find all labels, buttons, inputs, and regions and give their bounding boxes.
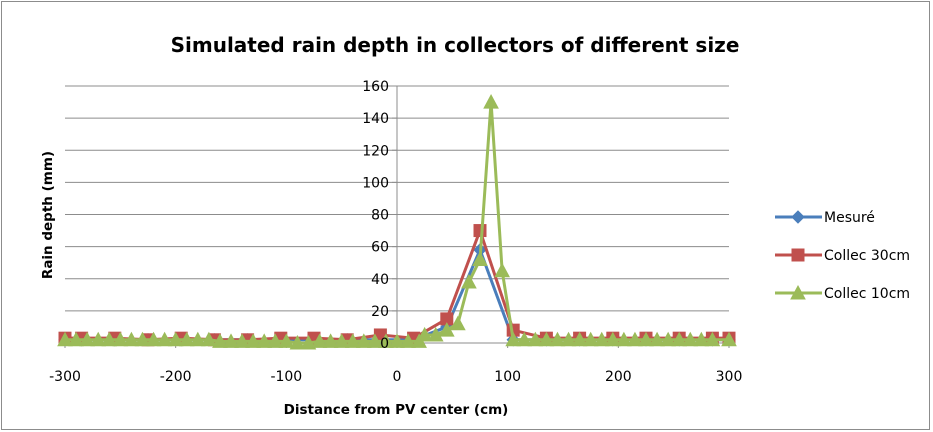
data-point [355, 333, 372, 348]
y-tick-label: 100 [362, 175, 389, 191]
data-point [212, 333, 228, 348]
x-tick-label: 200 [605, 369, 632, 385]
data-point [178, 331, 195, 347]
data-point [560, 331, 577, 347]
y-tick-label: 120 [362, 143, 389, 159]
data-point [300, 334, 317, 350]
data-point [450, 315, 466, 331]
data-point [344, 333, 361, 348]
data-point [616, 331, 632, 347]
data-point [461, 273, 477, 289]
x-tick-label: -200 [160, 369, 192, 385]
legend-item: Collec 30cm [775, 248, 910, 264]
data-point [682, 331, 699, 347]
data-point [494, 262, 510, 278]
data-point [68, 331, 84, 347]
data-point [90, 331, 107, 347]
data-point [367, 333, 383, 348]
chart-title: Simulated rain depth in collectors of di… [171, 33, 740, 57]
data-point [505, 331, 522, 347]
data-point [516, 331, 533, 347]
data-point [649, 331, 665, 347]
data-point [245, 333, 261, 348]
y-tick-label: 20 [371, 304, 389, 320]
data-point [693, 331, 710, 347]
x-tick-label: 100 [494, 369, 521, 385]
data-point [593, 331, 610, 347]
y-tick-label: 160 [362, 79, 389, 95]
legend-item: Collec 10cm [775, 284, 910, 302]
data-point [134, 331, 151, 347]
legend-label: Mesuré [824, 210, 875, 226]
data-point [721, 331, 737, 347]
tick-labels: 0 20 40 60 80 100 120 140 160 -300 -200 -100 0 100 200… [49, 79, 742, 385]
legend-item: Mesuré [775, 210, 875, 226]
data-point [189, 331, 206, 347]
data-point [527, 331, 544, 347]
x-axis-title: Distance from PV center (cm) [284, 402, 509, 418]
data-point [112, 331, 129, 347]
x-tick-label: 300 [716, 369, 743, 385]
data-point [289, 334, 306, 350]
data-point [378, 333, 394, 348]
data-point [427, 326, 444, 342]
x-tick-label: -300 [49, 369, 81, 385]
data-point [473, 224, 487, 238]
data-point [223, 333, 239, 348]
data-point [638, 331, 654, 347]
data-point [549, 331, 566, 347]
data-point [322, 333, 339, 348]
series-layer [57, 94, 737, 350]
data-point [472, 251, 488, 266]
data-point [311, 333, 328, 348]
data-point [167, 331, 184, 347]
y-axis-title: Rain depth (mm) [40, 151, 56, 279]
data-point [627, 331, 643, 347]
axes [64, 85, 730, 348]
y-tick-label: 40 [371, 272, 389, 288]
data-point [256, 333, 273, 348]
data-point [582, 331, 599, 347]
legend-label: Collec 10cm [824, 286, 910, 302]
data-point [416, 326, 433, 342]
legend-label: Collec 30cm [824, 248, 910, 264]
legend-swatch-marker [791, 248, 805, 262]
data-point [671, 331, 688, 347]
y-tick-label: 140 [362, 111, 389, 127]
data-point [538, 331, 555, 347]
data-point [156, 331, 173, 347]
data-point [704, 331, 721, 347]
data-point [101, 331, 118, 347]
data-point [660, 331, 676, 347]
y-tick-label: 0 [380, 336, 389, 352]
data-point [571, 331, 588, 347]
x-tick-label: -100 [270, 369, 302, 385]
data-point [201, 331, 217, 347]
data-point [278, 333, 295, 348]
data-point [438, 322, 455, 337]
data-point [145, 331, 162, 347]
legend-swatch-marker [791, 210, 805, 224]
data-point [400, 333, 416, 348]
y-tick-label: 80 [371, 208, 389, 224]
data-point [389, 333, 405, 348]
data-point [234, 333, 250, 348]
data-point [604, 331, 621, 347]
y-tick-label: 60 [371, 240, 389, 256]
legend: Mesuré Collec 30cm Collec 10cm [775, 210, 910, 302]
data-point [123, 331, 140, 347]
data-point [57, 331, 73, 347]
x-tick-label: 0 [393, 369, 402, 385]
data-point [267, 333, 284, 348]
series-3 [57, 94, 737, 350]
legend-swatch-marker [790, 284, 806, 300]
data-point [333, 333, 350, 348]
data-point [483, 94, 499, 109]
data-point [79, 331, 95, 347]
